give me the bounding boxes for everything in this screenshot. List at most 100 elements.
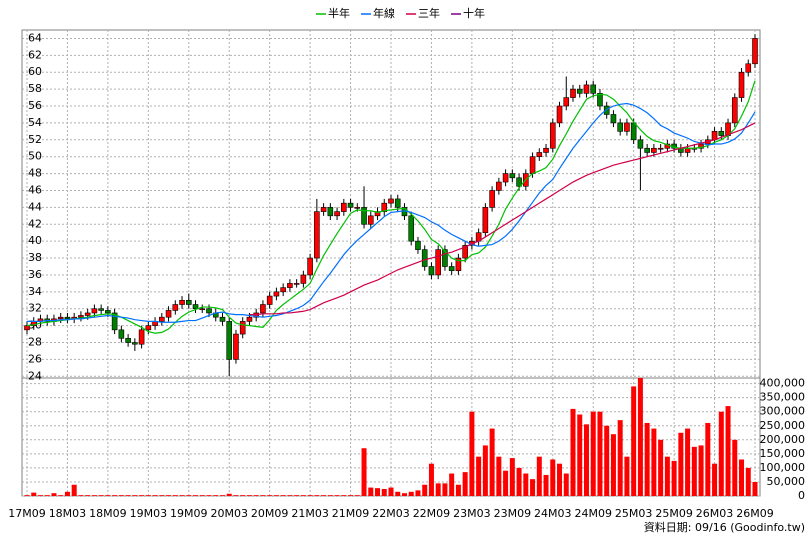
volume-bar [253, 495, 259, 496]
volume-bar [698, 445, 704, 496]
candle-body [334, 211, 340, 217]
y-tick-label: 52 [28, 133, 42, 146]
volume-bar [300, 495, 306, 496]
candle-body [266, 295, 273, 305]
candle-body [597, 93, 603, 107]
volume-bar [408, 491, 414, 496]
volume-bar [523, 473, 529, 496]
y-tick-label: 58 [28, 82, 42, 95]
x-tick-label: 24M09 [574, 507, 612, 520]
volume-bar [112, 495, 118, 496]
x-tick-label: 26M09 [736, 507, 774, 520]
footnote: 資料日期: 09/16 (Goodinfo.tw) [644, 520, 805, 534]
candle-body [374, 211, 381, 217]
volume-bar [199, 495, 205, 496]
volume-bar [307, 495, 313, 496]
y-tick-label: 36 [28, 268, 42, 281]
volume-bar [563, 473, 569, 496]
candle-body [651, 147, 657, 153]
legend-label: 年線 [373, 6, 395, 20]
volume-bar [503, 470, 509, 496]
volume-bar [597, 411, 603, 496]
candle-body [84, 312, 91, 316]
candle-body [731, 97, 738, 124]
candle-body [603, 105, 610, 115]
volume-bar [132, 495, 138, 496]
candle-body [118, 329, 125, 339]
candle-body [576, 88, 583, 94]
volume-bar [327, 495, 333, 496]
candle-body [138, 329, 145, 345]
volume-bar [624, 456, 630, 496]
candle-body [293, 283, 300, 285]
candle-body [226, 321, 233, 360]
volume-bar [509, 458, 515, 496]
volume-bar [354, 495, 360, 496]
y-tick-label: 56 [28, 99, 42, 112]
volume-bar [732, 439, 738, 496]
volume-bar [604, 425, 610, 496]
volume-bar [536, 456, 542, 496]
volume-bar [91, 495, 97, 496]
candle-body [354, 207, 361, 209]
volume-tick-label: 400,000 [760, 377, 806, 390]
volume-bar [334, 495, 340, 496]
x-tick-label: 23M03 [453, 507, 491, 520]
volume-bar [240, 495, 246, 496]
volume-bar [172, 495, 178, 496]
volume-bar [550, 459, 556, 496]
candle-body [752, 38, 758, 65]
volume-bar [44, 495, 50, 496]
volume-bar [98, 495, 104, 496]
y-tick-label: 48 [28, 167, 42, 180]
volume-bar [725, 406, 731, 496]
volume-bar [246, 495, 252, 496]
volume-bar [705, 422, 711, 496]
candle-body [442, 249, 448, 267]
volume-bar [476, 456, 482, 496]
volume-bar [395, 491, 401, 496]
candle-body [273, 291, 280, 297]
volume-bar [530, 479, 536, 496]
volume-bar [213, 495, 219, 496]
ma-line [26, 80, 756, 334]
volume-bar [348, 495, 354, 496]
volume-bar [428, 463, 434, 496]
volume-bar [267, 495, 273, 496]
candle-body [455, 257, 462, 272]
volume-bar [78, 495, 84, 496]
volume-bar [637, 378, 643, 496]
x-tick-label: 18M09 [89, 507, 127, 520]
y-tick-label: 44 [28, 200, 42, 213]
volume-bar [314, 495, 320, 496]
volume-bar [745, 467, 751, 496]
volume-bar [37, 495, 43, 496]
volume-tick-label: 0 [798, 489, 805, 502]
candle-body [105, 310, 111, 314]
volume-bar [388, 487, 394, 496]
volume-bar [583, 424, 589, 496]
y-tick-label: 24 [28, 369, 42, 382]
candle-body [516, 177, 522, 187]
x-tick-label: 25M03 [615, 507, 653, 520]
volume-bar [179, 495, 185, 496]
candle-body [570, 88, 576, 98]
x-tick-label: 20M09 [251, 507, 289, 520]
candle-body [361, 207, 367, 225]
candle-body [563, 97, 570, 107]
volume-bar [489, 428, 495, 496]
volume-bar [435, 483, 441, 496]
candle-body [637, 139, 644, 149]
volume-bar [24, 495, 30, 496]
candle-body [590, 84, 597, 94]
candle-body [630, 122, 637, 141]
volume-bar [482, 445, 488, 496]
candle-body [684, 147, 691, 153]
y-tick-label: 28 [28, 336, 42, 349]
candle-body [78, 315, 84, 318]
volume-bar [226, 493, 232, 496]
x-tick-label: 19M09 [170, 507, 208, 520]
volume-bar [368, 487, 374, 496]
volume-bar [685, 428, 691, 496]
candle-body [745, 63, 752, 73]
